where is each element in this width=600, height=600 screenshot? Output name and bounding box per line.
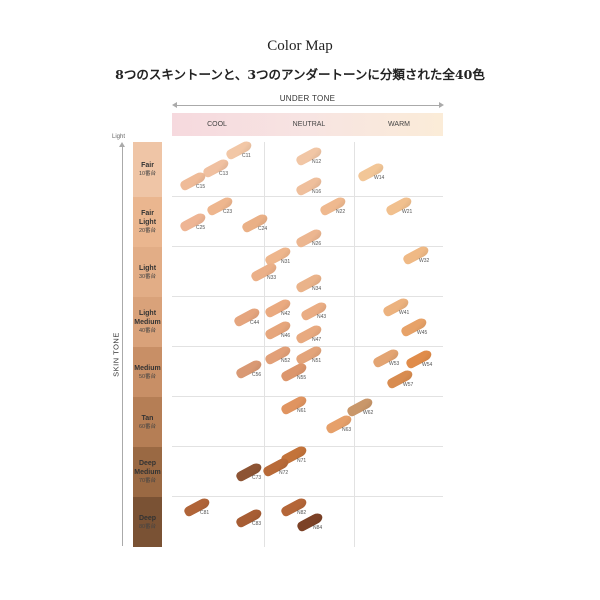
arrow-up-icon	[119, 142, 125, 147]
skin-tone-axis	[122, 146, 123, 546]
under-tone-band	[172, 113, 443, 136]
skin-tone-name: Fair	[141, 162, 154, 169]
shade-code-label: C81	[200, 510, 210, 516]
skin-tone-name: Fair Light	[138, 210, 157, 226]
skin-tone-name: Deep	[138, 514, 157, 522]
shade-code-label: W41	[399, 310, 410, 316]
skin-tone-range: 70番台	[138, 478, 157, 484]
shade-code-label: W57	[403, 382, 414, 388]
shade-code-label: C15	[196, 184, 206, 190]
arrow-right-icon	[439, 102, 444, 108]
row-divider	[172, 246, 443, 247]
shade-code-label: N31	[281, 259, 291, 265]
skin-tone-name: Light	[138, 264, 157, 272]
skin-tone-name: Light Medium	[134, 310, 161, 326]
shade-code-label: C73	[252, 475, 262, 481]
arrow-left-icon	[172, 102, 177, 108]
shade-code-label: W32	[419, 258, 430, 264]
row-divider	[172, 446, 443, 447]
skin-tone-range: 20番台	[138, 228, 157, 234]
shade-code-label: N61	[297, 408, 307, 414]
skin-tone-row: Tan 60番台	[133, 397, 162, 447]
row-divider	[172, 346, 443, 347]
skin-tone-range: 10番台	[138, 171, 157, 177]
skin-tone-top-label: Light	[112, 134, 126, 140]
shade-code-label: C11	[242, 153, 251, 159]
shade-code-label: N34	[312, 286, 322, 292]
skin-tone-range: 40番台	[138, 328, 157, 334]
shade-code-label: N42	[281, 311, 291, 317]
shade-code-label: N46	[281, 333, 291, 339]
shade-code-label: N52	[281, 358, 291, 364]
row-divider	[172, 396, 443, 397]
row-divider	[172, 496, 443, 497]
skin-tone-range: 50番台	[138, 373, 157, 380]
skin-tone-range: 60番台	[138, 423, 157, 430]
shade-code-label: N47	[312, 337, 322, 343]
shade-code-label: W53	[389, 361, 400, 367]
column-header-warm: WARM	[388, 121, 410, 128]
skin-tone-range: 30番台	[138, 273, 157, 280]
shade-code-label: N16	[312, 189, 322, 195]
shade-code-label: N84	[313, 525, 323, 531]
shade-code-label: N12	[312, 159, 322, 165]
skin-tone-name: Tan	[141, 414, 154, 422]
skin-tone-row: Deep Medium 70番台	[133, 447, 162, 497]
shade-code-label: C23	[223, 209, 233, 215]
skin-tone-row: Light 30番台	[133, 247, 162, 297]
skin-tone-row: Medium 50番台	[133, 347, 162, 397]
shade-code-label: C56	[252, 372, 262, 378]
row-divider	[172, 196, 443, 197]
skin-tone-row: Deep 80番台	[133, 497, 162, 547]
under-tone-axis	[174, 105, 442, 106]
shade-code-label: C83	[252, 521, 262, 527]
shade-code-label: N55	[297, 375, 307, 381]
shade-code-label: N72	[279, 470, 289, 476]
shade-code-label: N63	[342, 427, 352, 433]
page-title: Color Map	[267, 38, 333, 54]
skin-tone-range: 80番台	[138, 523, 157, 530]
shade-code-label: N43	[317, 314, 327, 320]
shade-code-label: N82	[297, 510, 307, 516]
shade-code-label: C25	[196, 225, 206, 231]
shade-code-label: N22	[336, 209, 346, 215]
under-tone-label: UNDER TONE	[279, 94, 336, 103]
shade-code-label: C24	[258, 226, 268, 232]
shade-code-label: W54	[422, 362, 433, 368]
skin-tone-row: Fair Light 20番台	[133, 197, 162, 247]
column-divider	[354, 142, 355, 547]
shade-code-label: N26	[312, 241, 322, 247]
skin-tone-name: Medium	[134, 364, 161, 372]
skin-tone-row: Fair 10番台	[133, 142, 162, 197]
skin-tone-name: Deep Medium	[134, 460, 161, 476]
page-subtitle: 8つのスキントーンと、3つのアンダートーンに分類された全40色	[115, 67, 485, 82]
shade-code-label: N51	[312, 358, 322, 364]
shade-code-label: N33	[267, 275, 277, 281]
column-divider	[264, 142, 265, 547]
row-divider	[172, 296, 443, 297]
shade-code-label: W45	[417, 330, 428, 336]
shade-code-label: W62	[363, 410, 374, 416]
skin-tone-label: SKIN TONE	[111, 332, 121, 377]
column-header-neutral: NEUTRAL	[292, 121, 326, 128]
shade-code-label: W14	[374, 175, 385, 181]
shade-code-label: N71	[297, 458, 307, 464]
shade-code-label: C44	[250, 320, 260, 326]
shade-code-label: W21	[402, 209, 413, 215]
skin-tone-row: Light Medium 40番台	[133, 297, 162, 347]
column-header-cool: COOL	[207, 121, 227, 128]
shade-code-label: C13	[219, 171, 229, 177]
